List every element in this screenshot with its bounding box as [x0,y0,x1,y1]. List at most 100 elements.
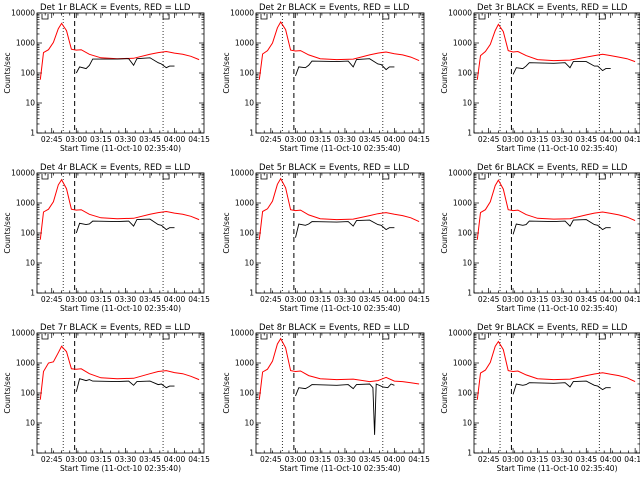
x-tick-label: 04:15 [188,135,210,144]
x-tick-label: 03:30 [115,455,137,464]
plot-frame [36,332,205,454]
y-axis-label: Counts/sec [222,212,231,253]
x-axis-label: Start Time (11-Oct-10 02:35:40) [496,304,617,313]
y-tick-label: 1000 [16,39,35,48]
x-tick-label: 02:45 [478,295,500,304]
x-tick-label: 03:45 [575,135,597,144]
events-series-line [512,380,611,395]
x-tick-label: 03:45 [139,455,161,464]
panel-title: Det 1r BLACK = Events, RED = LLD [40,3,191,13]
interval-marker [260,174,268,180]
y-tick-label: 100 [240,229,255,238]
x-tick-label: 03:15 [309,295,331,304]
detector-panel-5: Det 5r BLACK = Events, RED = LLD 1 10 100 10… [222,163,430,313]
y-axis-label: Counts/sec [3,52,12,93]
detector-panel-9: Det 9r BLACK = Events, RED = LLD 1 10 100 10… [440,323,640,473]
interval-marker [478,14,486,20]
events-series-line [512,61,611,75]
plot-frame [473,172,640,294]
x-tick-label: 02:45 [41,135,63,144]
lld-series-line [476,23,636,80]
y-tick-label: 10000 [11,9,35,18]
interval-marker [260,334,268,340]
x-tick-label: 04:00 [384,295,406,304]
lld-series-line [39,178,200,240]
x-axis-label: Start Time (11-Oct-10 02:35:40) [496,144,617,153]
detector-panel-3: Det 3r BLACK = Events, RED = LLD 1 10 100 10… [440,3,640,153]
x-tick-label: 03:30 [551,455,573,464]
y-tick-label: 1000 [16,199,35,208]
x-tick-label: 04:00 [164,455,186,464]
y-axis-label: Counts/sec [440,372,449,413]
events-series-line [75,378,175,392]
x-tick-label: 02:45 [260,135,282,144]
lld-series-line [39,22,200,80]
x-tick-label: 04:00 [164,295,186,304]
y-axis-label: Counts/sec [3,372,12,413]
x-tick-label: 03:45 [359,455,381,464]
x-tick-label: 03:15 [90,135,112,144]
panel-title: Det 6r BLACK = Events, RED = LLD [477,163,628,173]
x-tick-label: 03:00 [502,295,524,304]
y-tick-label: 1000 [453,359,472,368]
lld-series-line [258,337,420,400]
x-tick-label: 04:00 [384,455,406,464]
interval-marker [41,174,49,180]
y-tick-label: 1000 [16,359,35,368]
plot-frame [473,12,640,134]
x-tick-label: 02:45 [260,295,282,304]
y-axis-label: Counts/sec [222,372,231,413]
y-tick-label: 10 [462,419,472,428]
x-tick-label: 03:15 [309,135,331,144]
x-tick-label: 03:00 [285,455,307,464]
plot-frame [36,172,205,294]
lld-series-line [258,177,420,240]
detector-panel-6: Det 6r BLACK = Events, RED = LLD 1 10 100 10… [440,163,640,313]
y-tick-label: 10000 [11,329,35,338]
panel-title: Det 7r BLACK = Events, RED = LLD [40,323,191,333]
x-axis-label: Start Time (11-Oct-10 02:35:40) [60,464,181,473]
y-axis-label: Counts/sec [440,212,449,253]
y-tick-label: 10 [25,259,35,268]
y-tick-label: 1 [249,289,254,298]
y-tick-label: 10000 [230,9,254,18]
x-tick-label: 04:00 [164,135,186,144]
x-tick-label: 04:00 [384,135,406,144]
y-tick-label: 10 [25,419,35,428]
interval-marker [478,334,486,340]
x-tick-label: 03:45 [139,135,161,144]
x-tick-label: 04:15 [188,295,210,304]
panel-title: Det 8r BLACK = Events, RED = LLD [259,323,410,333]
x-axis-label: Start Time (11-Oct-10 02:35:40) [279,144,400,153]
x-tick-label: 03:00 [285,295,307,304]
events-series-line [295,58,395,77]
y-tick-label: 1000 [235,359,254,368]
interval-marker [41,334,49,340]
x-tick-label: 03:15 [527,295,549,304]
x-tick-label: 04:00 [600,135,622,144]
x-tick-label: 03:00 [65,295,87,304]
x-tick-label: 03:30 [334,295,356,304]
y-tick-label: 10000 [448,169,472,178]
y-axis-label: Counts/sec [222,52,231,93]
x-tick-label: 03:30 [334,135,356,144]
x-tick-label: 04:15 [624,295,640,304]
events-series-line [75,57,175,74]
y-tick-label: 10 [244,99,254,108]
x-tick-label: 03:00 [65,455,87,464]
panel-title: Det 2r BLACK = Events, RED = LLD [259,3,410,13]
x-tick-label: 03:15 [90,295,112,304]
y-tick-label: 100 [240,69,255,78]
y-tick-label: 10000 [11,169,35,178]
panel-title: Det 3r BLACK = Events, RED = LLD [477,3,628,13]
x-tick-label: 03:30 [115,295,137,304]
lld-series-line [476,340,636,400]
y-axis-label: Counts/sec [440,52,449,93]
x-tick-label: 04:00 [600,295,622,304]
x-tick-label: 02:45 [41,455,63,464]
y-tick-label: 1 [249,129,254,138]
x-tick-label: 03:00 [285,135,307,144]
y-tick-label: 10000 [448,329,472,338]
y-tick-label: 1 [467,289,472,298]
plot-frame [255,172,425,294]
